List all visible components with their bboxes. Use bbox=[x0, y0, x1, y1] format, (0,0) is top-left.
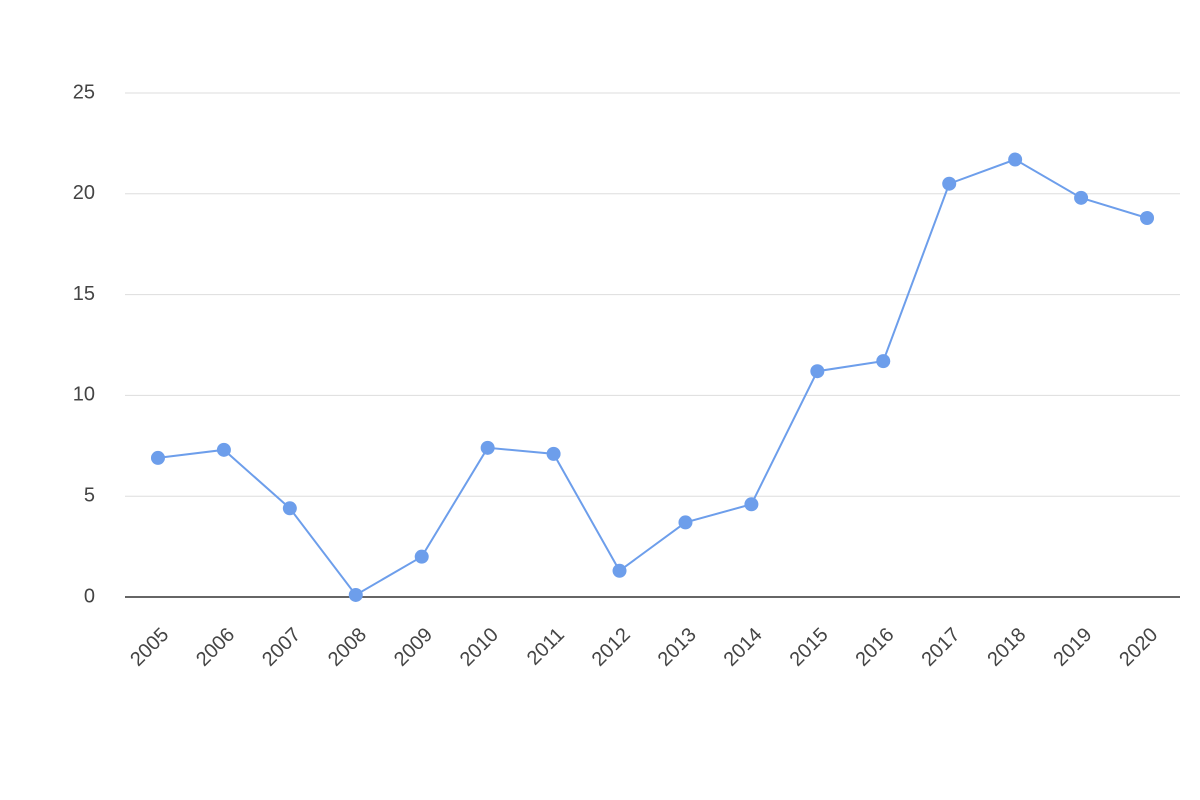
x-tick-label: 2019 bbox=[1049, 624, 1096, 671]
y-tick-label: 5 bbox=[84, 484, 95, 506]
point bbox=[546, 446, 561, 461]
point bbox=[744, 497, 759, 512]
point bbox=[414, 549, 429, 564]
x-tick-label: 2011 bbox=[523, 624, 569, 670]
y-tick-label: 10 bbox=[73, 384, 95, 406]
point bbox=[678, 515, 693, 530]
x-tick-label: 2012 bbox=[588, 624, 635, 671]
point bbox=[282, 501, 297, 516]
y-tick-label: 15 bbox=[73, 283, 95, 305]
x-tick-label: 2014 bbox=[720, 624, 767, 671]
x-tick-label: 2006 bbox=[192, 624, 239, 671]
point bbox=[348, 587, 363, 602]
x-tick-label: 2018 bbox=[983, 624, 1030, 671]
y-tick-label: 25 bbox=[73, 81, 95, 103]
x-tick-label: 2013 bbox=[654, 624, 701, 671]
y-tick-label: 20 bbox=[73, 182, 95, 204]
point bbox=[150, 450, 165, 465]
x-tick-label: 2008 bbox=[324, 624, 371, 671]
x-tick-label: 2017 bbox=[917, 624, 964, 671]
point bbox=[1140, 210, 1155, 225]
x-tick-label: 2015 bbox=[786, 624, 833, 671]
x-tick-label: 2010 bbox=[456, 624, 503, 671]
point bbox=[876, 354, 891, 369]
point bbox=[480, 440, 495, 455]
point bbox=[810, 364, 825, 379]
line bbox=[157, 158, 1148, 597]
x-tick-label: 2020 bbox=[1115, 624, 1162, 671]
x-tick-label: 2009 bbox=[390, 624, 437, 671]
point bbox=[942, 176, 957, 191]
point bbox=[216, 442, 231, 457]
x-tick-label: 2007 bbox=[258, 624, 305, 671]
y-tick-label: 0 bbox=[84, 585, 95, 607]
x-tick-label: 2016 bbox=[852, 624, 899, 671]
x-tick-label: 2005 bbox=[126, 624, 173, 671]
point bbox=[612, 563, 627, 578]
point bbox=[1008, 152, 1023, 167]
point bbox=[1074, 190, 1089, 205]
